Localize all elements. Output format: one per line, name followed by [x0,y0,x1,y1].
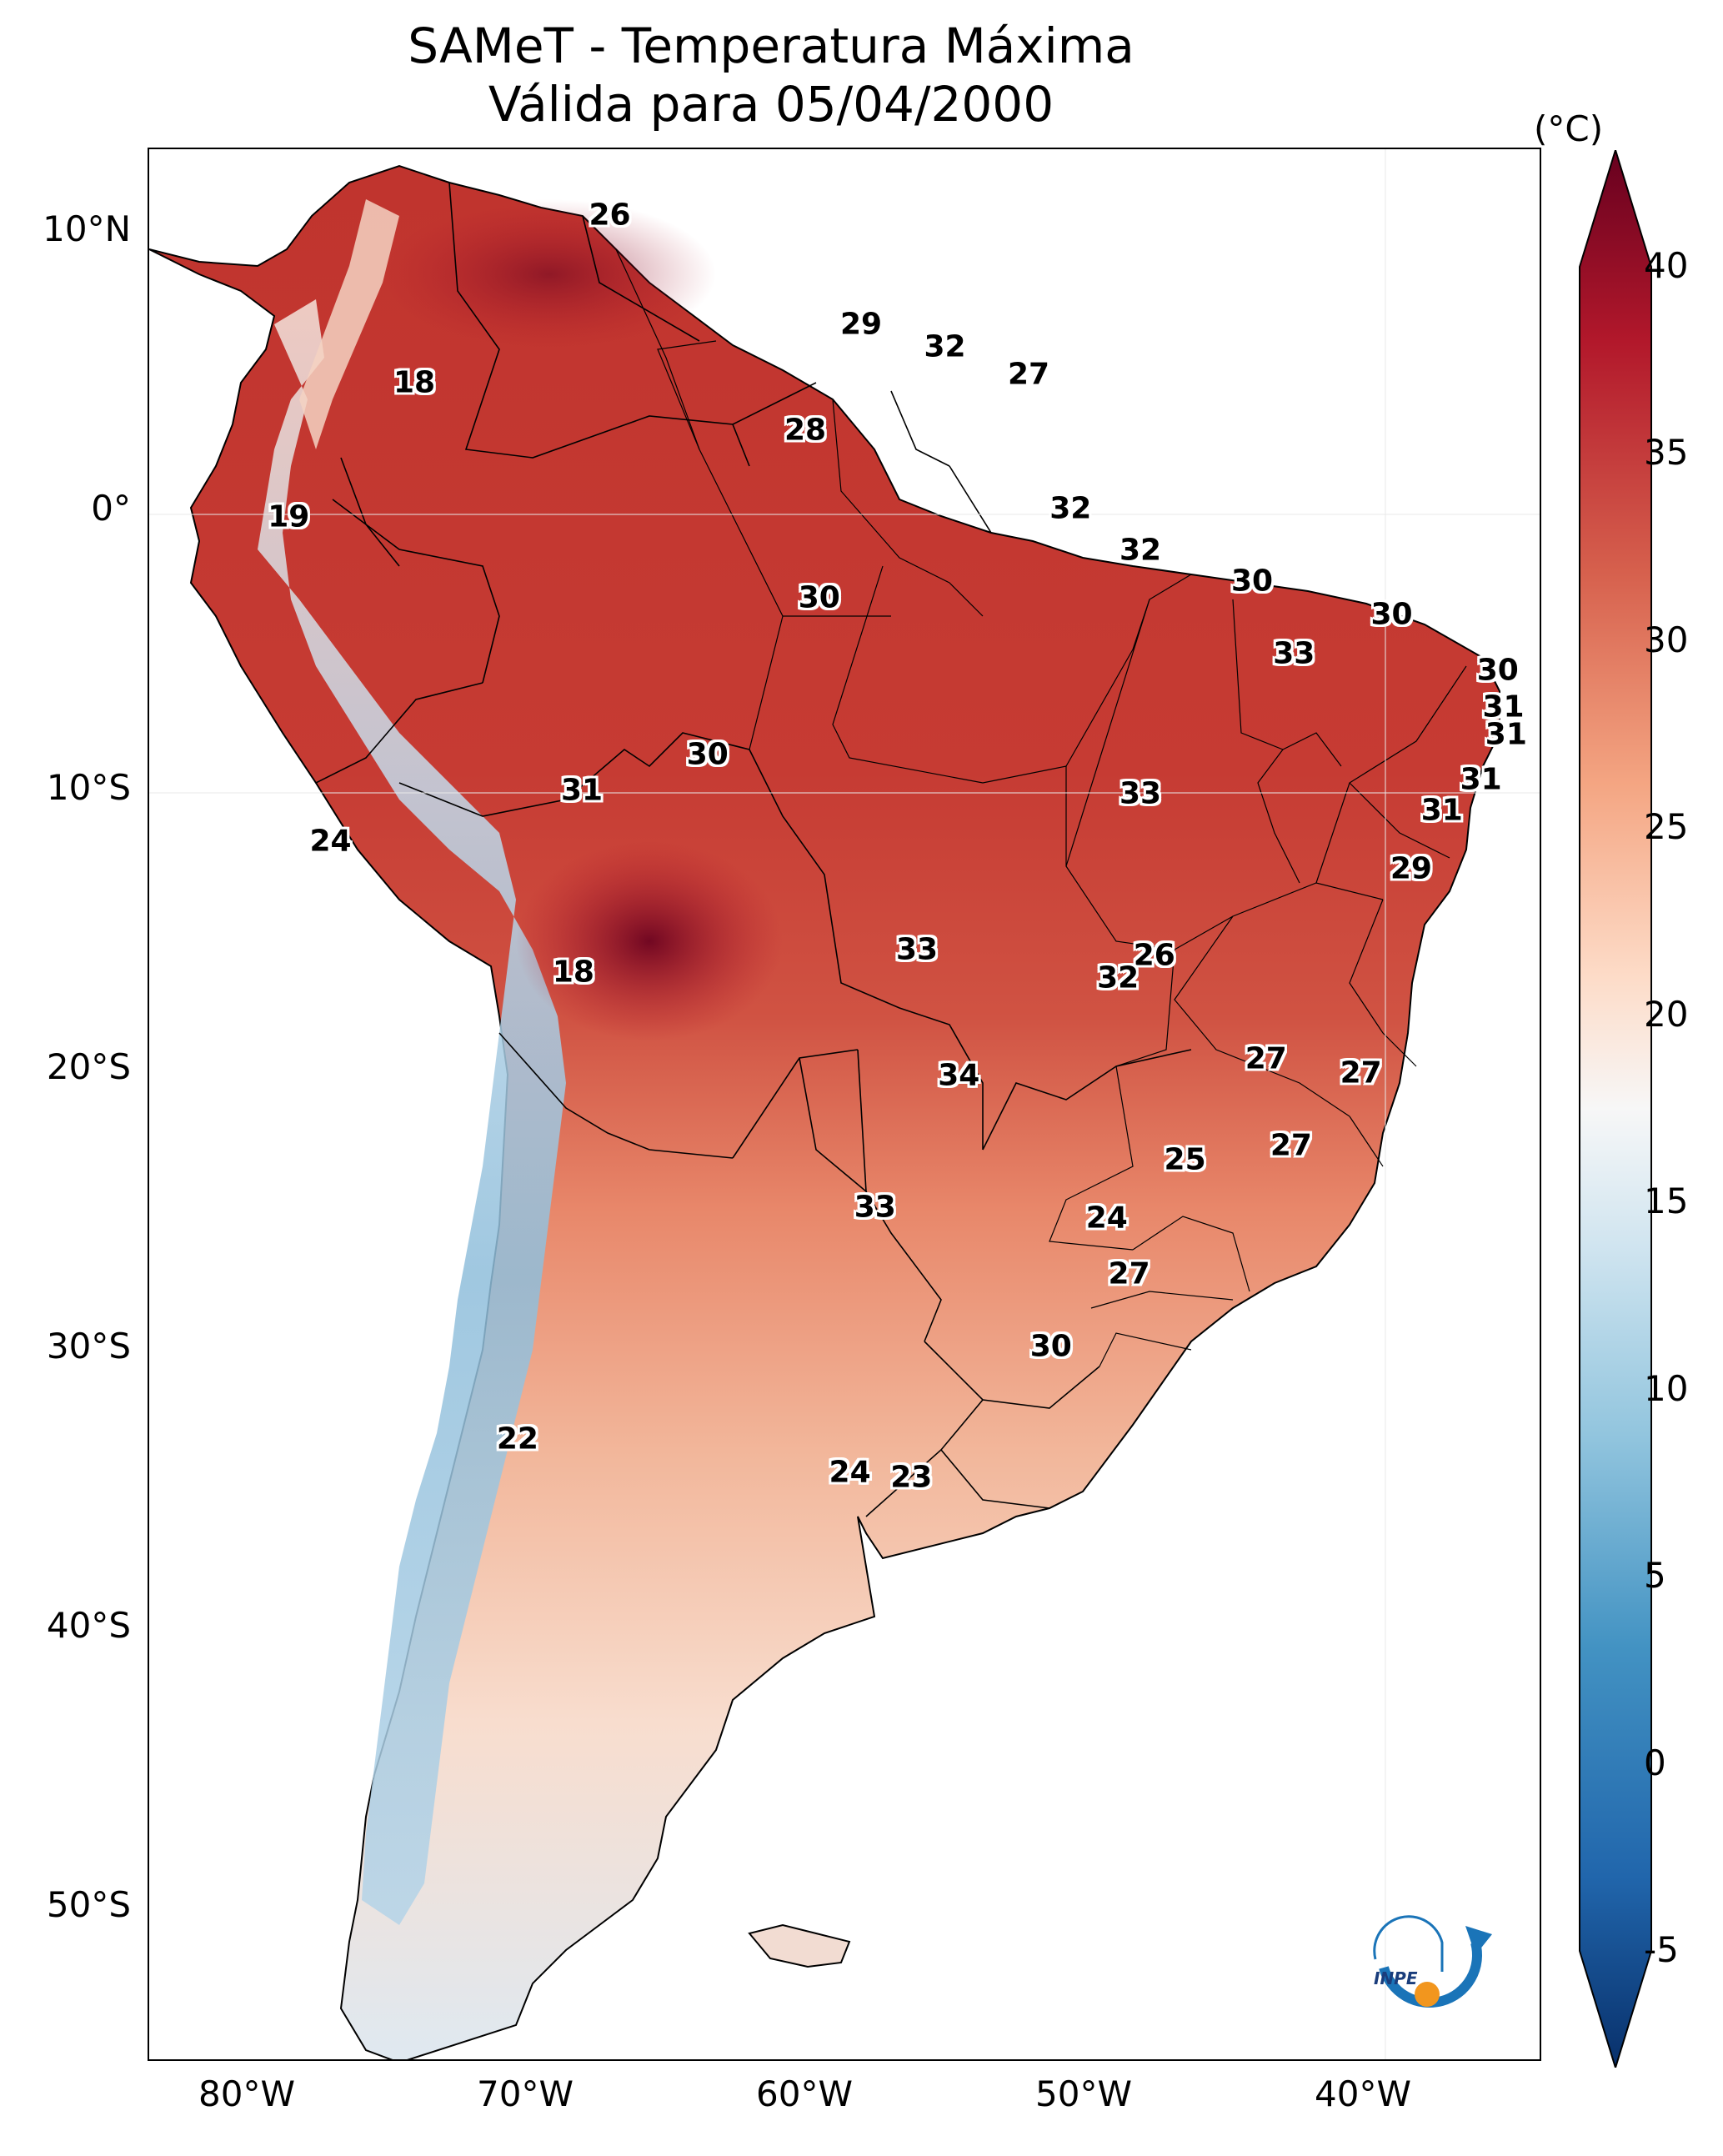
lon-label-80w: 80°W [198,2073,295,2114]
state-borders [615,248,1467,1367]
map-value-label: 19 [268,499,310,534]
map-value-label: 24 [1085,1201,1128,1236]
colombia-highlands [299,199,399,449]
lat-label-10s: 10°S [46,767,131,808]
logo-inner-arc [1373,1915,1444,1972]
map-value-label: 32 [1097,960,1139,995]
map-value-label: 27 [1108,1256,1150,1291]
logo-arrow [1465,1926,1492,1955]
colorbar-tick-label: 0 [1644,1742,1666,1783]
map-value-label: 34 [938,1058,980,1093]
map-value-label: 32 [924,329,966,364]
lat-label-40s: 40°S [46,1605,131,1646]
map-value-label: 18 [393,365,436,400]
map-panel [148,148,1541,2061]
map-value-label: 33 [895,932,939,967]
map-title: SAMeT - Temperatura Máxima [408,18,1134,74]
colorbar-gradient [1579,150,1652,2068]
map-value-label: 30 [686,737,729,772]
map-value-label: 27 [1340,1055,1382,1091]
map-value-label: 27 [1007,357,1050,392]
map-value-label: 26 [589,198,631,233]
map-value-label: 27 [1270,1128,1312,1163]
map-value-label: 32 [1049,491,1092,526]
amazon-hotspot [516,841,783,1041]
colorbar-unit: (°C) [1534,108,1604,149]
map-value-label: 31 [560,773,604,808]
andes-cold-band [258,299,566,1925]
falkland-islands [748,1923,851,1968]
colorbar-tick-label: 20 [1644,993,1689,1035]
lat-label-20s: 20°S [46,1046,131,1087]
map-value-label: 30 [1370,597,1413,632]
lon-label-40w: 40°W [1315,2073,1411,2114]
temperature-map [149,149,1540,2059]
colorbar-tick-label: 10 [1644,1367,1689,1409]
colorbar-tick-label: 15 [1644,1181,1689,1222]
colorbar-tick-label: 25 [1644,806,1689,848]
map-value-label: 29 [1390,851,1432,886]
map-value-label: 24 [829,1455,871,1490]
colorbar-tick-label: 5 [1644,1555,1666,1597]
colorbar-tick-label: 40 [1644,245,1689,286]
lon-label-50w: 50°W [1035,2073,1132,2114]
lat-label-0: 0° [91,488,131,529]
map-value-label: 27 [1245,1041,1287,1076]
map-value-label: 31 [1482,689,1525,725]
lat-label-30s: 30°S [46,1326,131,1366]
map-value-label: 24 [309,824,352,859]
map-value-label: 33 [1119,776,1162,811]
map-value-label: 28 [784,413,827,448]
logo-dot [1415,1982,1440,2007]
lon-label-60w: 60°W [756,2073,853,2114]
colorbar-tick-label: 30 [1644,619,1689,660]
map-value-label: 30 [1476,653,1519,688]
map-value-label: 30 [798,580,840,615]
map-value-label: 31 [1485,717,1527,752]
map-value-label: 33 [854,1190,896,1224]
logo-text: INPE [1374,1968,1418,1988]
colorbar-tick-label: -5 [1644,1929,1679,1970]
map-value-label: 26 [1133,938,1175,973]
lat-label-50s: 50°S [46,1884,131,1925]
map-subtitle: Válida para 05/04/2000 [488,76,1054,133]
map-value-label: 33 [1273,636,1315,671]
map-value-label: 30 [1230,564,1274,599]
map-value-label: 32 [1119,533,1162,568]
map-value-label: 31 [1420,793,1463,828]
lon-label-70w: 70°W [477,2073,573,2114]
country-borders [315,182,1192,1517]
map-value-label: 18 [552,955,594,990]
colorbar [1579,150,1652,2068]
map-value-label: 23 [890,1460,933,1495]
inpe-logo: INPE [1373,1915,1492,2008]
venezuela-hotspot [383,199,716,349]
graticule [149,149,1540,2059]
map-value-label: 25 [1164,1142,1206,1177]
lat-label-10n: 10°N [43,208,131,249]
south-america-landmass [149,164,1500,2059]
map-value-label: 29 [839,307,883,342]
logo-arc [1379,1941,1482,2008]
map-value-label: 31 [1460,762,1502,797]
map-value-label: 22 [496,1421,538,1457]
colorbar-tick-label: 35 [1644,432,1689,474]
map-value-label: 30 [1029,1329,1072,1364]
